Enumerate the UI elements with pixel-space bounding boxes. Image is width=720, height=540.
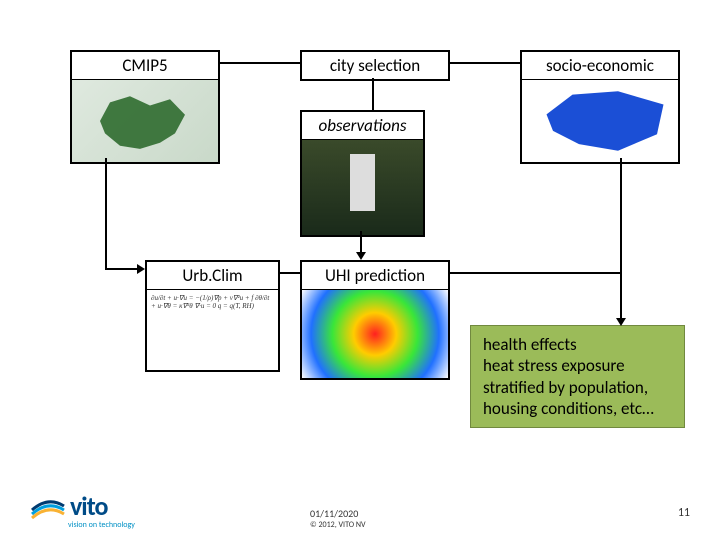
- node-urbclim-label: Urb.Clim: [147, 262, 278, 290]
- connector-city-obs: [372, 78, 374, 110]
- connector-city-socio: [450, 62, 520, 64]
- footer-copyright: © 2012, VITO NV: [310, 520, 366, 530]
- health-effects-box: health effects heat stress exposure stra…: [470, 325, 685, 428]
- page-number: 11: [678, 506, 690, 520]
- connector-uhi-right: [450, 272, 620, 274]
- arrowhead-to-health: [616, 318, 626, 326]
- footer-date: 01/11/2020: [310, 507, 358, 520]
- arrowhead-to-uhi: [356, 252, 366, 260]
- node-cmip5: CMIP5: [70, 50, 220, 164]
- node-observations: observations: [300, 110, 425, 237]
- connector-obs-uhi: [360, 231, 362, 254]
- arrowhead-to-urbclim: [137, 264, 145, 274]
- connector-urbclim-uhi: [280, 272, 300, 274]
- node-city-selection: city selection: [300, 50, 450, 81]
- connector-cmip5-right: [105, 268, 139, 270]
- health-line-3: housing conditions, etc…: [483, 398, 672, 419]
- vito-swoosh-icon: [30, 492, 66, 520]
- socio-map-image: [522, 80, 678, 162]
- health-line-2: stratified by population,: [483, 377, 672, 398]
- uhi-heatmap-image: [302, 290, 448, 378]
- connector-cmip5-city: [220, 62, 300, 64]
- node-uhi: UHI prediction: [300, 260, 450, 380]
- connector-cmip5-down: [105, 158, 107, 270]
- node-city-label: city selection: [302, 52, 448, 79]
- urbclim-equations: ∂u/∂t + u·∇u = −(1/ρ)∇p + ν∇²u + f ∂θ/∂t…: [147, 290, 278, 370]
- node-uhi-label: UHI prediction: [302, 262, 448, 290]
- vito-logo: vito: [30, 490, 107, 522]
- observation-tower-image: [302, 140, 423, 235]
- node-obs-label: observations: [302, 112, 423, 140]
- vito-logo-subtitle: vision on technology: [68, 520, 135, 530]
- node-cmip5-label: CMIP5: [72, 52, 218, 80]
- node-socio-label: socio-economic: [522, 52, 678, 80]
- node-urbclim: Urb.Clim ∂u/∂t + u·∇u = −(1/ρ)∇p + ν∇²u …: [145, 260, 280, 372]
- node-socio-economic: socio-economic: [520, 50, 680, 164]
- health-line-0: health effects: [483, 334, 672, 355]
- europe-map-image: [72, 80, 218, 162]
- vito-logo-text: vito: [70, 490, 107, 522]
- health-line-1: heat stress exposure: [483, 355, 672, 376]
- connector-socio-down: [620, 158, 622, 320]
